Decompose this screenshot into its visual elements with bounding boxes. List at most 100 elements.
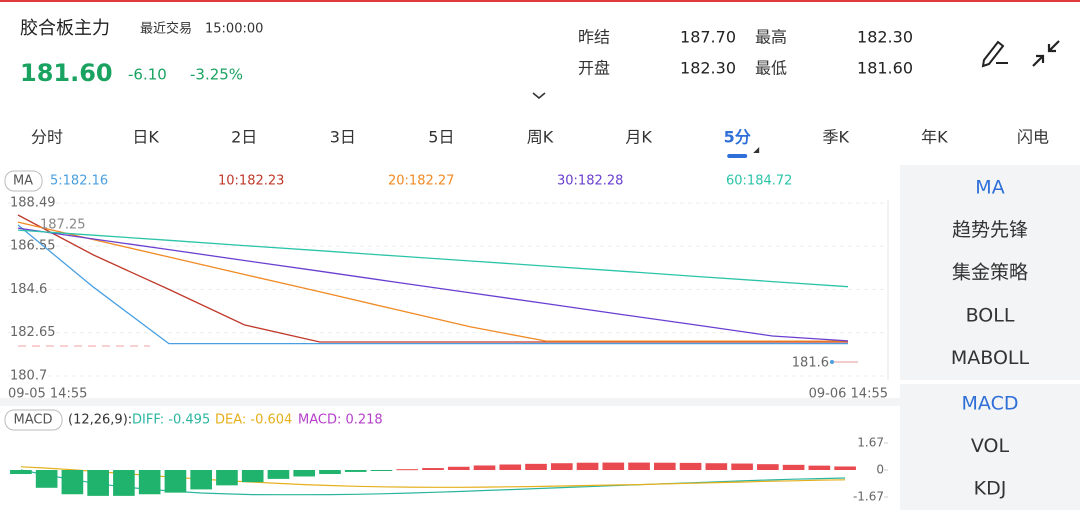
stat-value: 187.70 [680, 28, 736, 47]
panel-gap [0, 398, 900, 406]
legend-entry: 5:182.16 [50, 174, 108, 189]
period-tab[interactable]: 5日 [428, 128, 454, 147]
trade-time: 15:00:00 [205, 22, 263, 37]
macd-bar [61, 470, 84, 495]
main-indicator-option[interactable]: MABOLL [951, 347, 1030, 369]
side-panel [900, 165, 1080, 510]
annotation-high: 187.25 [40, 218, 86, 233]
macd-bar [216, 470, 238, 486]
x-tick-label: 09-05 14:55 [8, 387, 87, 402]
sub-indicator-option[interactable]: VOL [971, 435, 1010, 457]
macd-bar [267, 470, 290, 479]
side-separator [900, 380, 1080, 384]
macd-bar [757, 464, 779, 470]
macd-params: (12,26,9): [68, 413, 132, 428]
main-indicator-option[interactable]: MA [975, 177, 1004, 199]
macd-bar [499, 464, 522, 470]
stat-value: 181.60 [857, 59, 913, 78]
legend-entry: DEA: -0.604 [215, 413, 292, 428]
ma-line [17, 229, 849, 288]
main-indicator-option[interactable]: BOLL [966, 304, 1015, 326]
period-tab[interactable]: 周K [527, 128, 554, 147]
last-trade-label: 最近交易 [140, 21, 192, 37]
macd-bar [447, 466, 470, 470]
macd-bar [576, 462, 599, 470]
period-tab[interactable]: 年K [921, 128, 948, 147]
macd-bar [113, 470, 135, 496]
period-tab[interactable]: 闪电 [1017, 128, 1049, 147]
period-tab[interactable]: 3日 [330, 128, 356, 147]
sub-indicator-option[interactable]: MACD [962, 393, 1019, 415]
last-price: 181.60 [20, 59, 113, 87]
y-tick-label: 180.7 [10, 369, 47, 384]
macd-bar [525, 463, 547, 470]
macd-bar [808, 465, 831, 470]
sub-indicator-option[interactable]: KDJ [974, 478, 1007, 500]
macd-bar [344, 470, 367, 472]
macd-bar [679, 462, 702, 470]
period-tab[interactable]: 日K [132, 128, 159, 147]
macd-bar [834, 466, 856, 470]
ma-line [17, 214, 848, 343]
macd-bar [164, 470, 187, 493]
annotation-low: 181.6 [792, 356, 829, 371]
y-tick-label: 184.6 [10, 282, 47, 297]
y-tick-label: 182.65 [10, 325, 56, 340]
macd-bar [35, 470, 58, 488]
macd-badge[interactable] [4, 409, 63, 431]
annotation-low-dot [830, 360, 834, 364]
stat-value: 182.30 [857, 28, 913, 47]
macd-bar [705, 463, 728, 470]
macd-badge-label: MACD [14, 413, 53, 428]
period-tab[interactable]: 5分 [724, 128, 751, 147]
macd-bar [241, 470, 264, 483]
y-tick-label: 186.55 [10, 239, 56, 254]
ma-badge[interactable] [4, 170, 43, 192]
legend-entry: 60:184.72 [726, 174, 792, 189]
y-tick-label: 0 [876, 463, 884, 477]
macd-bar [87, 470, 109, 496]
period-tab[interactable]: 2日 [231, 128, 257, 147]
macd-bar [782, 464, 805, 470]
macd-bar [550, 463, 573, 470]
y-tick-label: 1.67 [857, 436, 884, 450]
top-border [0, 0, 1080, 2]
legend-entry: DIFF: -0.495 [132, 413, 210, 428]
collapse-icon[interactable] [1032, 40, 1060, 67]
stat-label: 开盘 [578, 59, 610, 78]
macd-bar [138, 470, 161, 495]
edit-icon[interactable] [981, 40, 1008, 68]
period-tab[interactable]: 月K [625, 128, 652, 147]
stat-label: 昨结 [578, 28, 610, 47]
legend-entry: 10:182.23 [218, 174, 284, 189]
tab-dropdown-marker [753, 147, 760, 153]
macd-bar [422, 468, 444, 470]
macd-bar [396, 469, 419, 471]
contract-name: 胶合板主力 [20, 18, 110, 39]
stat-label: 最低 [755, 59, 787, 78]
legend-entry: 20:182.27 [388, 174, 454, 189]
main-indicator-option[interactable]: 趋势先锋 [952, 219, 1028, 241]
price-change-pct: -3.25% [190, 66, 243, 84]
macd-bar [731, 463, 753, 470]
active-tab-indicator [727, 154, 748, 158]
period-tab[interactable]: 季K [823, 128, 850, 147]
period-tab[interactable]: 分时 [31, 128, 63, 147]
price-change: -6.10 [128, 66, 167, 84]
macd-bar [473, 465, 496, 470]
macd-bar [370, 470, 393, 471]
expand-chevron[interactable] [532, 92, 546, 100]
ma-line [17, 221, 848, 342]
y-tick-label: -1.67 [853, 490, 884, 504]
macd-bar [602, 462, 625, 470]
macd-bar [190, 470, 212, 490]
main-indicator-option[interactable]: 集金策略 [952, 262, 1028, 284]
legend-entry: 30:182.28 [557, 174, 623, 189]
legend-entry: MACD: 0.218 [298, 413, 383, 428]
macd-bar [293, 470, 316, 477]
y-tick-label: 188.49 [10, 196, 56, 211]
ma-line [17, 224, 848, 345]
stat-label: 最高 [755, 28, 787, 47]
macd-bar [654, 462, 676, 470]
